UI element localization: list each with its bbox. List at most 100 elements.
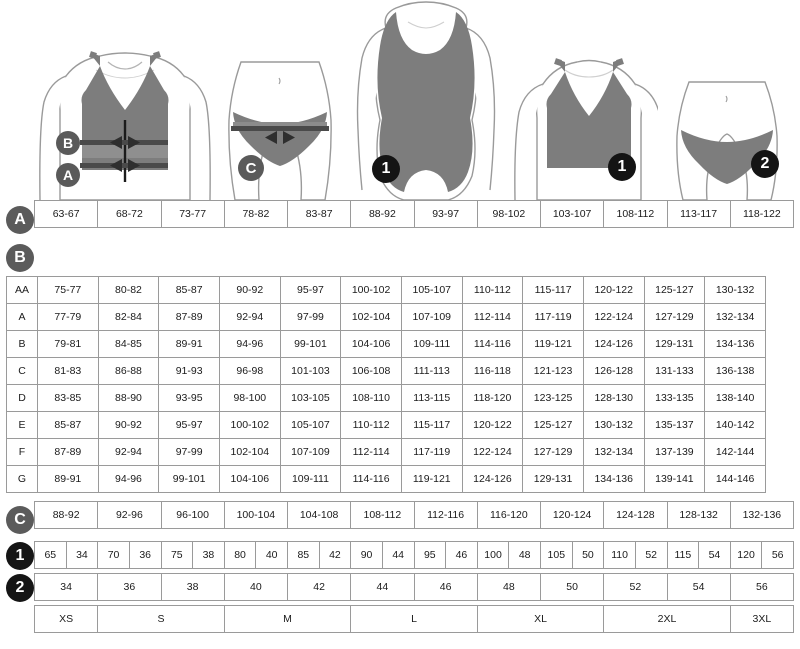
cell-bust: 109-111	[400, 330, 463, 358]
cell-size-two: 48	[476, 573, 542, 601]
cell-size-one: 95	[413, 541, 447, 569]
cell-bust: 100-102	[340, 276, 402, 304]
cell-underbust: 83-87	[286, 200, 352, 228]
row-two-marker-label: 2	[15, 579, 25, 596]
cell-bust: 88-90	[97, 384, 160, 412]
cell-size-two: 38	[160, 573, 225, 601]
cell-size-one: 48	[508, 541, 541, 569]
cell-bust: 107-109	[279, 438, 342, 466]
cell-letter-size: S	[97, 605, 225, 633]
cell-hips: 112-116	[413, 501, 478, 529]
table-size-two: 34 36 38 40 42 44 46 48 50 52 54 56	[33, 573, 795, 601]
cell-underbust: 73-77	[160, 200, 225, 228]
cell-bust: 132-134	[582, 438, 645, 466]
cell-bust: 115-117	[522, 276, 584, 304]
cell-size-two: 34	[33, 573, 99, 601]
cell-bust: 114-116	[461, 330, 524, 358]
table-row: C 81-83 86-88 91-93 96-98 101-103 106-108 111-1…	[6, 357, 766, 385]
cell-hips: 128-132	[666, 501, 731, 529]
badge-b: B	[56, 131, 80, 155]
spacer-b-c	[0, 493, 800, 501]
cell-bust: 142-144	[704, 438, 766, 466]
cell-bust: 113-115	[400, 384, 463, 412]
cell-cup-label: F	[6, 438, 38, 466]
row-b-block: AA 75-77 80-82 85-87 90-92 95-97 100-102 105-10…	[0, 276, 800, 493]
cell-bust: 144-146	[704, 465, 766, 493]
cell-bust: 134-136	[582, 465, 645, 493]
cell-bust: 111-113	[400, 357, 463, 385]
cell-cup-label: AA	[6, 276, 38, 304]
cell-hips: 132-136	[729, 501, 795, 529]
cell-bust: 130-132	[704, 276, 766, 304]
cell-size-one: 90	[350, 541, 383, 569]
cell-bust: 107-109	[400, 303, 463, 331]
cell-size-one: 52	[634, 541, 668, 569]
cell-letter-size: M	[223, 605, 352, 633]
cell-bust: 90-92	[218, 276, 281, 304]
cell-size-one: 70	[97, 541, 130, 569]
cell-bust: 138-140	[704, 384, 766, 412]
table-letter-sizes: XS S M L XL 2XL 3XL	[33, 605, 795, 633]
cell-bust: 120-122	[461, 411, 524, 439]
cell-size-two: 52	[603, 573, 668, 601]
cell-hips: 96-100	[160, 501, 225, 529]
cell-size-two: 56	[729, 573, 795, 601]
cell-hips: 108-112	[350, 501, 415, 529]
cell-bust: 109-111	[279, 465, 342, 493]
illustration-band: B A C	[0, 0, 800, 200]
cell-bust: 92-94	[97, 438, 160, 466]
row-c-marker-label: C	[14, 511, 26, 528]
cell-bust: 97-99	[279, 303, 342, 331]
cell-hips: 116-120	[476, 501, 542, 529]
cell-size-two: 44	[350, 573, 415, 601]
cell-hips: 104-108	[286, 501, 352, 529]
cell-bust: 126-128	[582, 357, 645, 385]
cell-bust: 97-99	[158, 438, 220, 466]
figure-bra-front-measure: B A	[30, 0, 220, 200]
cell-letter-size: L	[350, 605, 478, 633]
cell-hips: 92-96	[97, 501, 162, 529]
table-row: 65 34 70 36 75 38 80 40 85 42 90 44 95 46 100 48 105 50 11…	[34, 541, 794, 569]
cell-size-one: 100	[476, 541, 510, 569]
cell-bust: 118-120	[461, 384, 524, 412]
cell-bust: 105-107	[400, 276, 463, 304]
cell-bust: 110-112	[340, 411, 402, 439]
cell-bust: 93-95	[158, 384, 220, 412]
cell-bust: 136-138	[704, 357, 766, 385]
cell-bust: 115-117	[400, 411, 463, 439]
cell-letter-size: 2XL	[603, 605, 731, 633]
cell-hips: 120-124	[539, 501, 605, 529]
cell-bust: 100-102	[218, 411, 281, 439]
cell-size-one: 36	[128, 541, 162, 569]
cell-bust: 104-106	[218, 465, 281, 493]
table-row: E 85-87 90-92 95-97 100-102 105-107 110-112 115…	[6, 411, 766, 439]
cell-bust: 103-105	[279, 384, 342, 412]
cell-underbust: 113-117	[666, 200, 731, 228]
cell-size-one: 65	[34, 541, 67, 569]
cell-hips: 100-104	[223, 501, 289, 529]
cell-size-two: 46	[413, 573, 478, 601]
badge-2-briefs: 2	[751, 150, 779, 178]
cell-bust: 87-89	[158, 303, 220, 331]
cell-size-two: 40	[223, 573, 289, 601]
cell-bust: 94-96	[218, 330, 281, 358]
badge-1-swimsuit: 1	[372, 155, 400, 183]
cell-underbust: 68-72	[97, 200, 162, 228]
cell-cup-label: D	[6, 384, 38, 412]
cell-bust: 91-93	[158, 357, 220, 385]
cell-bust: 80-82	[97, 276, 160, 304]
cell-underbust: 98-102	[476, 200, 542, 228]
cell-bust: 105-107	[279, 411, 342, 439]
cell-size-one: 110	[603, 541, 636, 569]
cell-cup-label: E	[6, 411, 38, 439]
cell-size-one: 120	[729, 541, 763, 569]
cell-hips: 88-92	[33, 501, 99, 529]
cell-bust: 132-134	[704, 303, 766, 331]
cell-bust: 116-118	[461, 357, 524, 385]
cell-bust: 85-87	[37, 411, 99, 439]
row-size-block: XS S M L XL 2XL 3XL	[0, 605, 800, 649]
cell-bust: 112-114	[340, 438, 402, 466]
cell-bust: 92-94	[218, 303, 281, 331]
cell-bust: 82-84	[97, 303, 160, 331]
cell-bust: 87-89	[37, 438, 99, 466]
